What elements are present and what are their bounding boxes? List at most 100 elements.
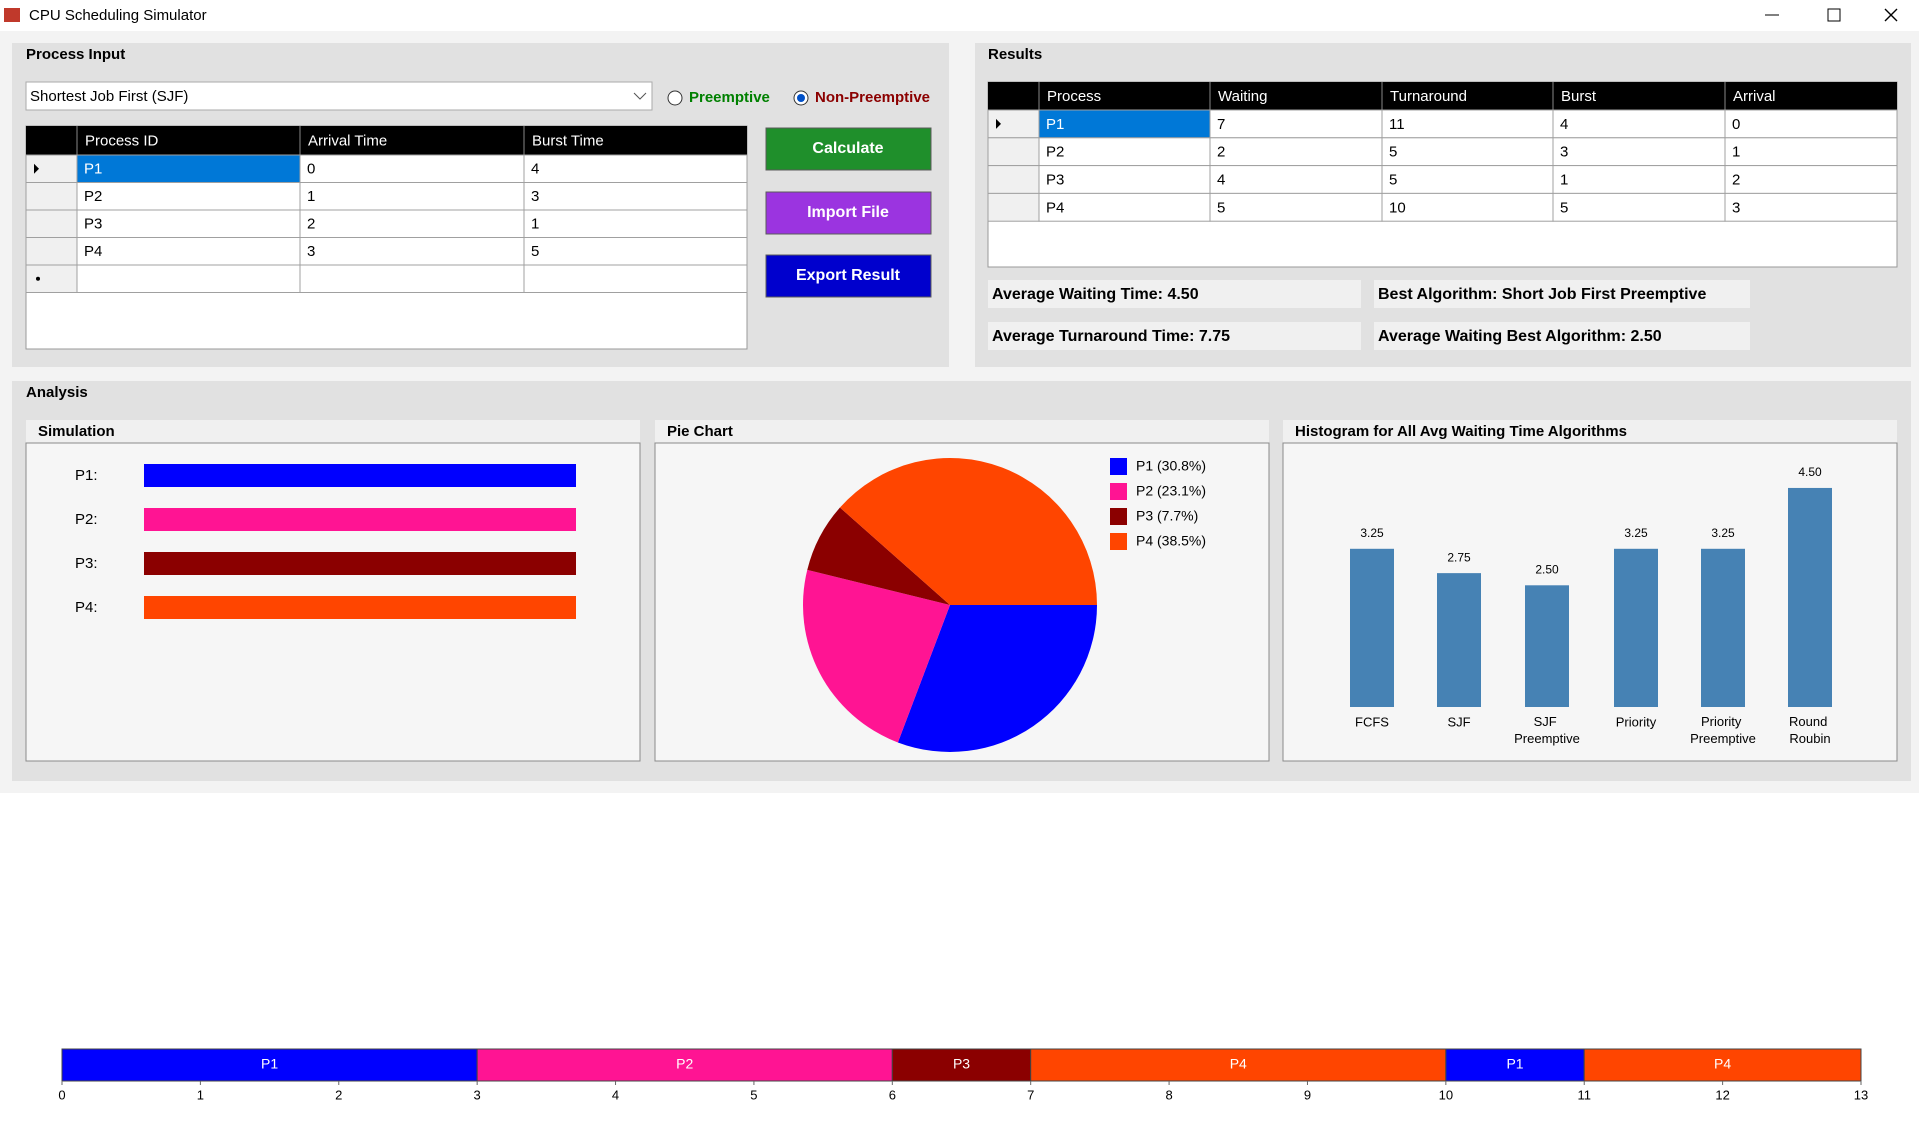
dropdown-arrow bbox=[633, 92, 647, 100]
cell[interactable] bbox=[76, 237, 301, 266]
current-row-arrow bbox=[34, 163, 39, 174]
cell-text: P4 bbox=[1046, 199, 1064, 216]
restore[interactable] bbox=[1827, 8, 1841, 22]
cell[interactable] bbox=[1209, 165, 1383, 194]
cell[interactable] bbox=[76, 209, 301, 238]
cell-text: 4 bbox=[531, 161, 539, 178]
pie-slice bbox=[839, 457, 1097, 605]
cell[interactable] bbox=[1552, 137, 1726, 167]
stat-box bbox=[1374, 280, 1750, 308]
algorithm-dropdown[interactable] bbox=[25, 81, 653, 111]
sim-label: P3: bbox=[75, 555, 98, 572]
cell[interactable] bbox=[299, 209, 525, 238]
cell[interactable] bbox=[1038, 192, 1211, 222]
cell-text: P3 bbox=[84, 216, 102, 233]
cell[interactable] bbox=[1209, 109, 1383, 139]
button[interactable] bbox=[765, 127, 932, 171]
cell-text: 2 bbox=[307, 216, 315, 233]
gantt-segment bbox=[891, 1048, 1032, 1082]
cell[interactable] bbox=[299, 182, 525, 211]
cell[interactable] bbox=[523, 237, 748, 266]
x-tick-label: 4 bbox=[612, 1087, 619, 1102]
cell[interactable] bbox=[523, 264, 748, 293]
x-tick-label: 6 bbox=[889, 1087, 896, 1102]
cell[interactable] bbox=[1724, 137, 1898, 167]
bar bbox=[1350, 548, 1394, 707]
bar bbox=[1614, 548, 1658, 707]
gantt-label: P2 bbox=[676, 1056, 693, 1072]
cell-text: 4 bbox=[1217, 171, 1225, 188]
row-header bbox=[987, 192, 1040, 222]
bar-value-label: 2.75 bbox=[1447, 550, 1471, 564]
cell[interactable] bbox=[1209, 192, 1383, 222]
cell[interactable] bbox=[1552, 165, 1726, 194]
cell[interactable] bbox=[1724, 165, 1898, 194]
cell-text: 3 bbox=[531, 188, 539, 205]
cell[interactable] bbox=[1038, 165, 1211, 194]
bar bbox=[1701, 548, 1745, 707]
group-title: Simulation bbox=[38, 423, 115, 440]
cell[interactable] bbox=[299, 264, 525, 293]
close[interactable] bbox=[1884, 8, 1898, 22]
cell[interactable] bbox=[1209, 137, 1383, 167]
cell-text: 5 bbox=[1389, 171, 1397, 188]
group-header bbox=[655, 420, 1269, 443]
cell[interactable] bbox=[299, 154, 525, 183]
cell-text: 2 bbox=[1217, 144, 1225, 161]
cell[interactable] bbox=[523, 182, 748, 211]
sim-label: P1: bbox=[75, 467, 98, 484]
cell[interactable] bbox=[1724, 109, 1898, 139]
cell-text: 4 bbox=[1560, 116, 1568, 133]
group-header bbox=[1283, 420, 1897, 443]
bar bbox=[1525, 585, 1569, 707]
column-header: Arrival Time bbox=[308, 132, 387, 149]
cell[interactable] bbox=[1381, 137, 1554, 167]
cell[interactable] bbox=[523, 209, 748, 238]
gantt-segment bbox=[61, 1048, 478, 1082]
column-header: Process bbox=[1047, 88, 1101, 105]
pie-slice bbox=[802, 569, 950, 743]
bar bbox=[1788, 487, 1832, 707]
cell[interactable] bbox=[1381, 192, 1554, 222]
cell[interactable] bbox=[76, 154, 301, 183]
pie-slice bbox=[897, 605, 1097, 752]
cell[interactable] bbox=[299, 237, 525, 266]
row-header bbox=[25, 154, 78, 183]
button[interactable] bbox=[765, 254, 932, 298]
cell[interactable] bbox=[523, 154, 748, 183]
cell[interactable] bbox=[1552, 192, 1726, 222]
radio[interactable] bbox=[667, 90, 683, 106]
stat-text: Best Algorithm: Short Job First Preempti… bbox=[1378, 286, 1706, 303]
sim-label: P2: bbox=[75, 511, 98, 528]
cell[interactable] bbox=[1038, 137, 1211, 167]
cell-text: 5 bbox=[1217, 199, 1225, 216]
cell-text: P2 bbox=[84, 188, 102, 205]
cell[interactable] bbox=[1038, 109, 1211, 139]
x-tick-label: 3 bbox=[474, 1087, 481, 1102]
row-header bbox=[25, 237, 78, 266]
cell-text: 2 bbox=[1732, 171, 1740, 188]
gantt-area bbox=[0, 793, 1919, 1140]
row-header bbox=[987, 137, 1040, 167]
cell[interactable] bbox=[1552, 109, 1726, 139]
x-tick-label: 2 bbox=[335, 1087, 342, 1102]
bar bbox=[1437, 573, 1481, 707]
x-tick-label: 7 bbox=[1027, 1087, 1034, 1102]
cell-text: 11 bbox=[1389, 116, 1405, 133]
cell-text: 3 bbox=[307, 243, 315, 260]
cell[interactable] bbox=[1724, 192, 1898, 222]
cell[interactable] bbox=[1381, 109, 1554, 139]
column-header: Waiting bbox=[1218, 88, 1267, 105]
cell[interactable] bbox=[1381, 165, 1554, 194]
cell-text: 1 bbox=[1560, 171, 1568, 188]
button-label: Calculate bbox=[812, 140, 883, 157]
cell[interactable] bbox=[76, 264, 301, 293]
button[interactable] bbox=[765, 191, 932, 235]
stat-box bbox=[1374, 322, 1750, 350]
cell[interactable] bbox=[76, 182, 301, 211]
x-tick-label: 9 bbox=[1304, 1087, 1311, 1102]
row-header bbox=[25, 264, 78, 293]
gantt-segment bbox=[1583, 1048, 1862, 1082]
sim-bar bbox=[144, 552, 576, 575]
